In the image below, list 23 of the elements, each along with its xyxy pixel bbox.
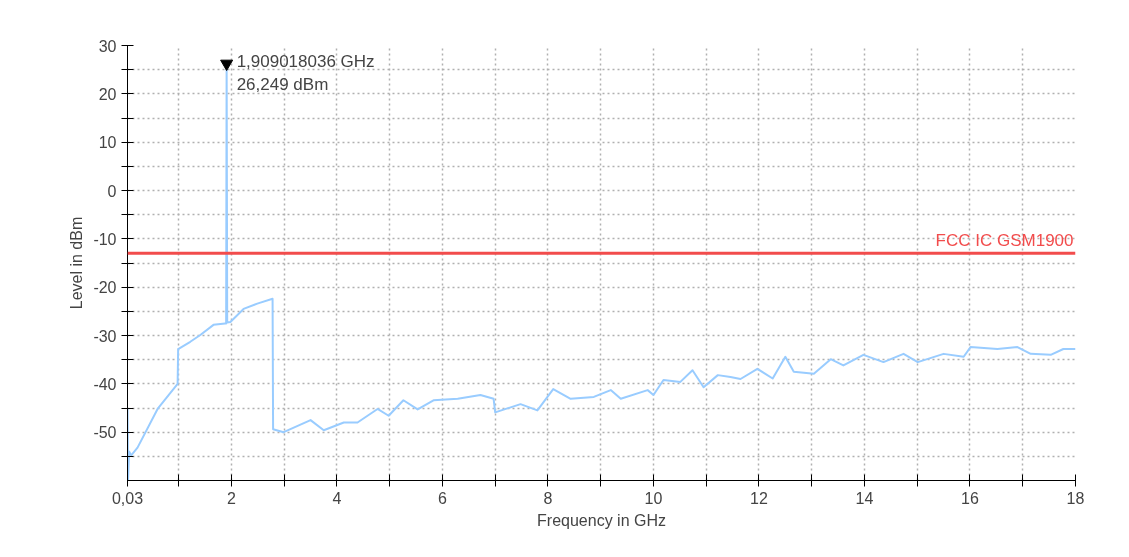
x-tick-label: 0,03: [111, 489, 144, 507]
x-tick-label: 6: [438, 489, 447, 507]
y-tick-label: 30: [98, 37, 117, 55]
y-tick-label: -30: [93, 327, 117, 345]
y-tick-label: -20: [93, 279, 117, 297]
y-tick-label: -10: [93, 230, 117, 248]
x-tick-label: 12: [750, 489, 768, 507]
ref-line-label: FCC IC GSM1900: [935, 231, 1074, 251]
x-tick-label: 2: [226, 489, 236, 507]
x-tick-label: 16: [961, 489, 979, 507]
y-tick-label: -50: [93, 424, 117, 442]
y-tick-label: 20: [98, 85, 117, 103]
x-tick-label: 18: [1066, 489, 1085, 507]
x-tick-label: 14: [855, 489, 874, 507]
x-tick-label: 10: [644, 489, 663, 507]
annotation: 1,909018036 GHz 26,249 dBm: [236, 51, 375, 94]
x-tick-label: 8: [543, 489, 553, 507]
x-tick-label: 4: [332, 489, 342, 507]
y-axis-title: Level in dBm: [68, 216, 86, 310]
y-tick-label: -40: [93, 375, 117, 393]
y-tick-label: 10: [98, 134, 117, 152]
x-axis-title: Frequency in GHz: [537, 511, 666, 529]
y-tick-label: 0: [107, 182, 117, 200]
